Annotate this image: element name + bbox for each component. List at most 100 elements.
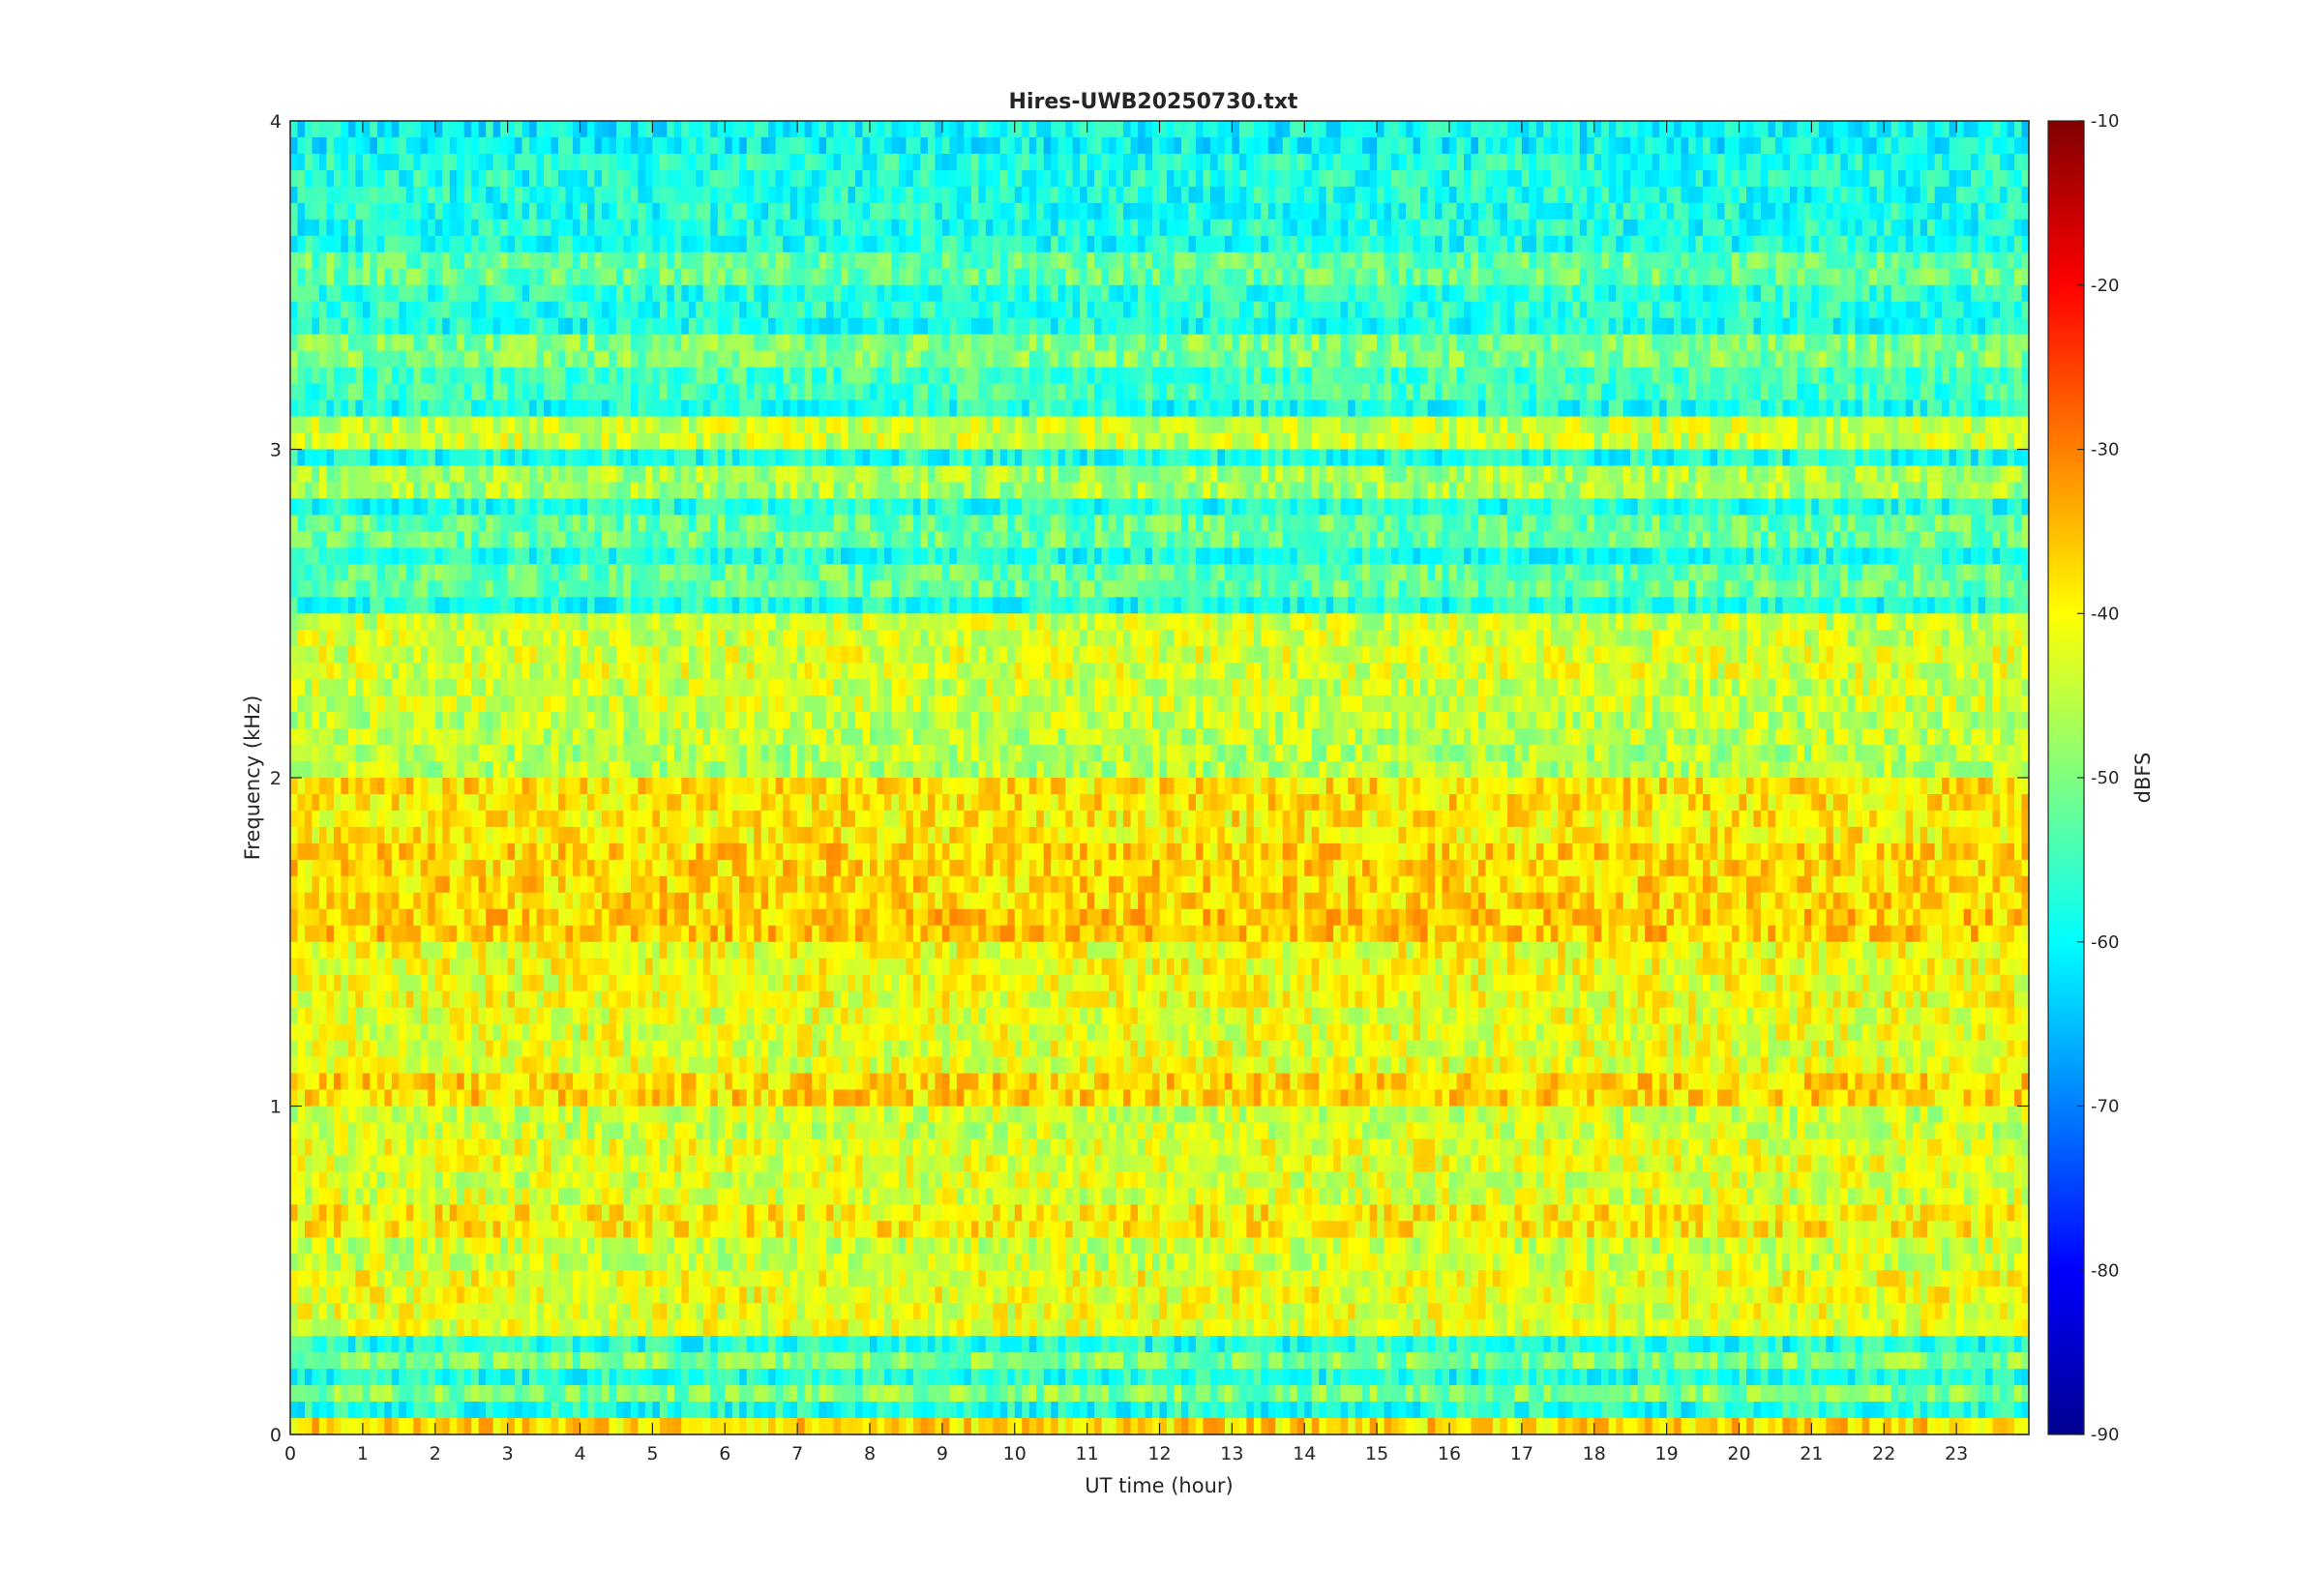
heatmap-cell [1022,384,1029,401]
heatmap-cell [971,269,979,286]
heatmap-cell [312,252,319,270]
heatmap-cell [1623,433,1631,451]
heatmap-cell [1623,400,1631,418]
heatmap-cell [703,220,711,237]
heatmap-cell [739,236,747,253]
heatmap-cell [1326,400,1334,418]
heatmap-cell [964,220,971,237]
heatmap-cell [1029,137,1037,155]
heatmap-cell [1058,170,1066,188]
heatmap-cell [457,269,464,286]
heatmap-cell [1717,384,1725,401]
heatmap-cell [631,302,639,319]
heatmap-cell [1217,269,1225,286]
heatmap-cell [1167,450,1175,467]
heatmap-cell [457,220,464,237]
heatmap-cell [399,417,406,434]
heatmap-cell [464,433,472,451]
heatmap-cell [747,400,755,418]
heatmap-cell [305,170,313,188]
heatmap-cell [457,335,464,352]
heatmap-cell [1471,450,1478,467]
heatmap-cell [891,252,899,270]
heatmap-cell [1740,154,1747,171]
heatmap-cell [551,285,559,303]
heatmap-cell [1507,269,1515,286]
heatmap-cell [363,384,371,401]
heatmap-cell [1985,252,1993,270]
heatmap-cell [609,236,616,253]
heatmap-cell [819,285,827,303]
heatmap-cell [1819,236,1827,253]
heatmap-cell [841,236,848,253]
heatmap-cell [1682,384,1689,401]
heatmap-cell [580,302,588,319]
heatmap-cell [848,203,856,221]
heatmap-cell [1898,269,1906,286]
heatmap-cell [1811,252,1819,270]
heatmap-cell [384,187,392,204]
heatmap-cell [1964,368,1972,385]
heatmap-cell [1312,335,1320,352]
heatmap-cell [1326,236,1334,253]
heatmap-cell [1029,154,1037,171]
heatmap-cell [1217,368,1225,385]
heatmap-cell [1725,302,1733,319]
heatmap-cell [1044,400,1052,418]
heatmap-cell [696,269,703,286]
heatmap-cell [1565,187,1573,204]
heatmap-cell [718,269,726,286]
heatmap-cell [696,187,703,204]
heatmap-cell [2008,302,2015,319]
heatmap-cell [442,269,450,286]
heatmap-cell [1261,154,1268,171]
heatmap-cell [1007,384,1015,401]
heatmap-cell [384,335,392,352]
heatmap-cell [297,450,305,467]
heatmap-cell [1007,351,1015,369]
heatmap-cell [1443,433,1450,451]
heatmap-cell [421,203,429,221]
heatmap-cell [573,269,580,286]
heatmap-cell [812,318,819,336]
heatmap-cell [537,170,545,188]
heatmap-cell [1826,203,1833,221]
heatmap-cell [877,170,884,188]
heatmap-cell [913,285,921,303]
heatmap-cell [1920,236,1928,253]
heatmap-cell [341,187,348,204]
heatmap-cell [1522,433,1530,451]
heatmap-cell [1087,137,1095,155]
heatmap-cell [1094,137,1102,155]
heatmap-cell [1348,285,1355,303]
heatmap-cell [812,351,819,369]
heatmap-cell [790,220,798,237]
heatmap-cell [1616,220,1623,237]
heatmap-cell [1326,285,1334,303]
heatmap-cell [1956,302,1964,319]
heatmap-cell [1471,433,1478,451]
heatmap-cell [1711,154,1718,171]
heatmap-cell [1283,285,1291,303]
heatmap-cell [935,302,942,319]
heatmap-cell [529,285,537,303]
heatmap-cell [725,384,732,401]
heatmap-cell [1514,417,1522,434]
heatmap-cell [348,318,356,336]
heatmap-cell [1768,252,1775,270]
heatmap-cell [1638,121,1646,138]
heatmap-cell [566,137,574,155]
heatmap-cell [312,400,319,418]
heatmap-cell [1493,121,1501,138]
heatmap-cell [906,450,913,467]
heatmap-cell [1811,433,1819,451]
heatmap-cell [1732,417,1740,434]
heatmap-cell [1768,384,1775,401]
heatmap-cell [1478,335,1486,352]
heatmap-cell [1558,384,1565,401]
heatmap-cell [1819,137,1827,155]
heatmap-cell [1094,269,1102,286]
heatmap-cell [957,137,965,155]
heatmap-cell [1080,269,1087,286]
heatmap-cell [529,154,537,171]
